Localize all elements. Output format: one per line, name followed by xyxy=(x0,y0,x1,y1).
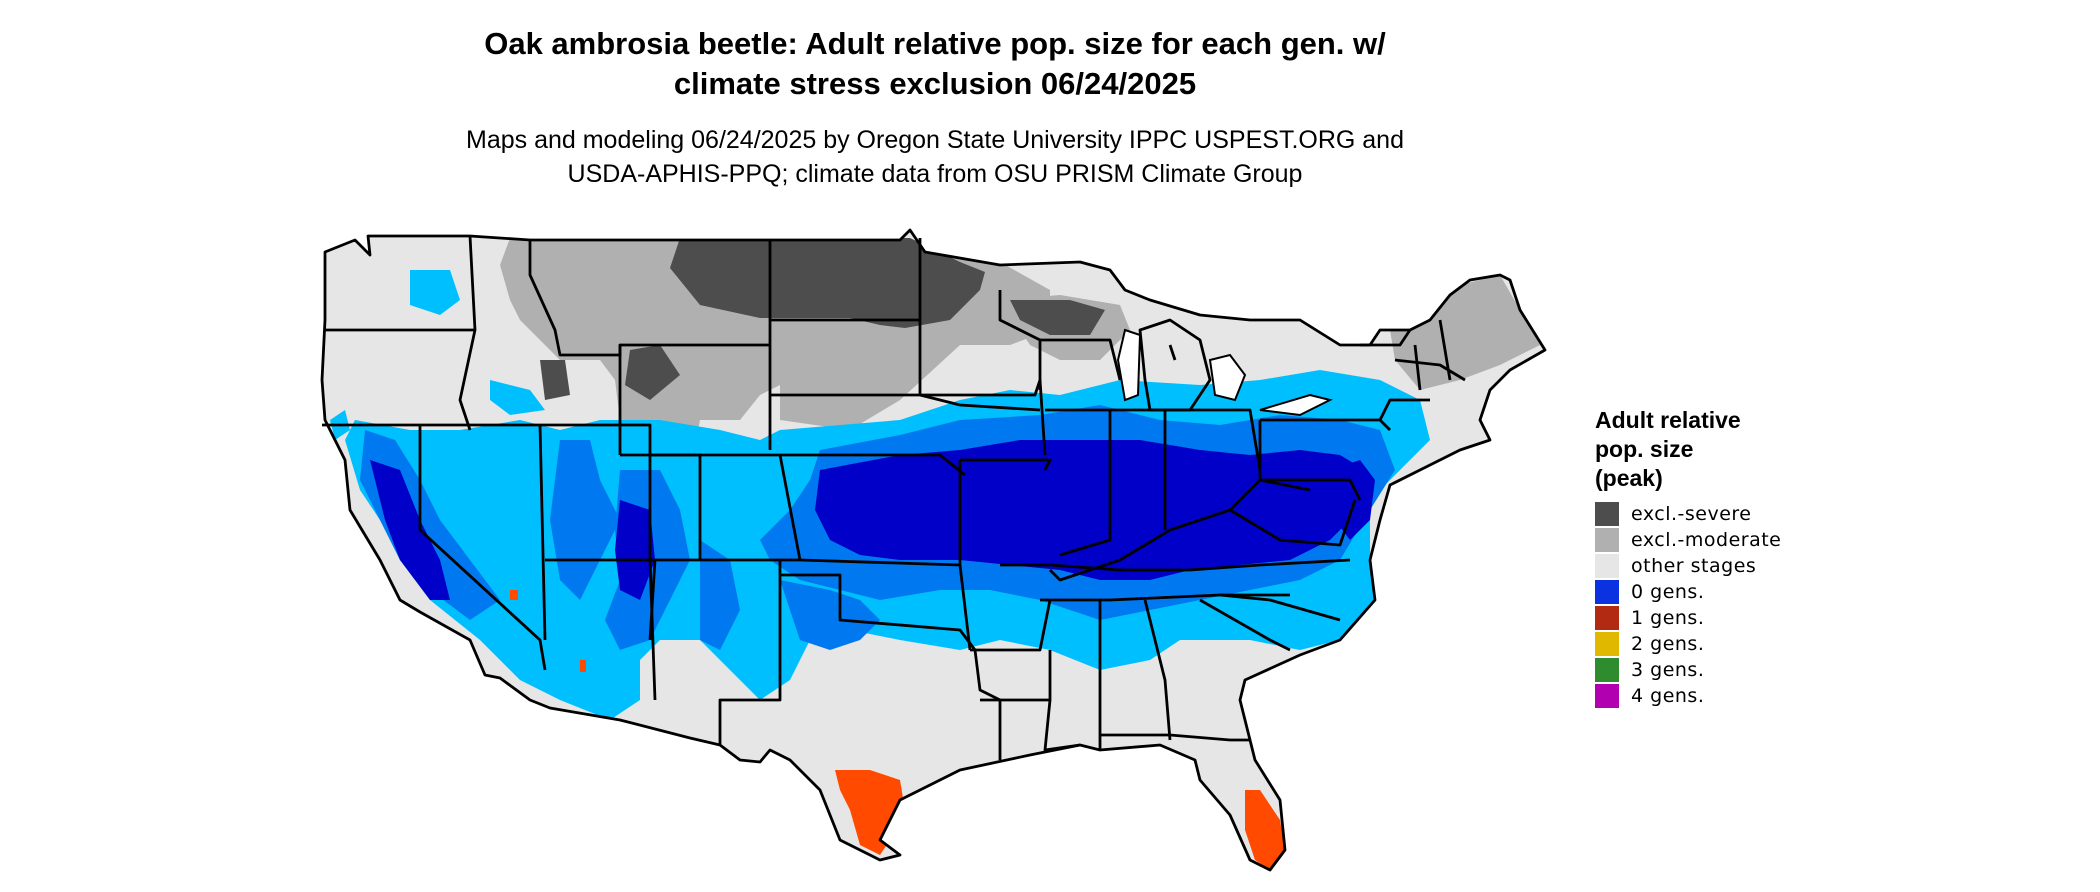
legend-swatch xyxy=(1595,554,1619,578)
legend-swatch xyxy=(1595,632,1619,656)
border-louisiana-mississippi xyxy=(1043,699,1081,752)
legend-label: 4 gens. xyxy=(1631,685,1705,707)
border-new-hampshire-maine xyxy=(1438,319,1452,381)
excl-severe-region-north-dakota-minnesota xyxy=(670,238,985,328)
border-iowa-missouri xyxy=(960,458,1052,471)
border-iowa xyxy=(920,378,1047,456)
border-tennessee-south xyxy=(1040,593,1290,602)
legend-label: excl.-severe xyxy=(1631,503,1752,525)
border-vermont-new-hampshire xyxy=(1413,344,1422,391)
legend-label: excl.-moderate xyxy=(1631,529,1782,551)
orange-red-region-southern-california xyxy=(510,590,518,600)
border-arizona-new-mexico xyxy=(648,559,657,641)
deep-blue-region-central xyxy=(815,440,1365,580)
border-illinois-indiana xyxy=(1059,410,1112,557)
border-new-york-north xyxy=(1360,329,1412,347)
legend-item-0-gens: 0 gens. xyxy=(1595,579,1855,605)
medium-blue-region-new-mexico xyxy=(700,540,740,650)
great-lakes xyxy=(1116,328,1333,417)
border-arizona xyxy=(545,558,657,701)
light-blue-region-idaho xyxy=(490,380,545,415)
border-arkansas xyxy=(970,599,1052,652)
border-kansas-missouri xyxy=(958,460,972,651)
light-blue-region-washington xyxy=(410,270,460,315)
border-new-york-new-england xyxy=(1394,358,1466,382)
border-california-nevada xyxy=(418,425,547,671)
border-georgia-south-carolina xyxy=(1199,598,1291,652)
excl-severe-region-wyoming xyxy=(625,345,680,400)
legend-swatch xyxy=(1595,528,1619,552)
legend-label: 1 gens. xyxy=(1631,607,1705,629)
border-kansas-oklahoma xyxy=(799,558,961,567)
border-north-carolina-south-carolina xyxy=(1219,593,1341,622)
legend-item-2-gens: 2 gens. xyxy=(1595,631,1855,657)
deep-blue-region-california xyxy=(370,460,450,600)
michigan-detail xyxy=(1168,344,1177,361)
legend-item-4-gens: 4 gens. xyxy=(1595,683,1855,709)
legend-title-line-1: Adult relative xyxy=(1595,407,1741,433)
border-new-york-connecticut xyxy=(1378,398,1430,421)
map-subtitle: Maps and modeling 06/24/2025 by Oregon S… xyxy=(0,123,1870,191)
legend-swatch xyxy=(1595,580,1619,604)
orange-red-region-south-florida xyxy=(1245,790,1285,870)
state-borders xyxy=(320,228,1547,872)
title-line-2: climate stress exclusion 06/24/2025 xyxy=(673,66,1197,101)
michigan-lower-peninsula xyxy=(1138,318,1212,412)
border-west-virginia-virginia xyxy=(1229,499,1357,547)
lake-erie xyxy=(1259,393,1333,417)
border-colorado-kansas xyxy=(778,454,802,561)
legend-item-other-stages: other stages xyxy=(1595,553,1855,579)
legend-label: 0 gens. xyxy=(1631,581,1705,603)
orange-red-region-arizona xyxy=(580,660,586,672)
legend-title-line-2: pop. size xyxy=(1595,436,1694,462)
legend-title: Adult relative pop. size (peak) xyxy=(1595,406,1855,493)
border-new-mexico-texas xyxy=(718,560,782,745)
legend-item-excl-moderate: excl.-moderate xyxy=(1595,527,1855,553)
border-florida-north xyxy=(1100,733,1250,742)
border-south-dakota-nebraska xyxy=(770,393,1041,412)
legend-swatch xyxy=(1595,606,1619,630)
border-washington-idaho xyxy=(458,235,477,431)
map-legend: Adult relative pop. size (peak) excl.-se… xyxy=(1595,406,1855,709)
us-map-svg xyxy=(320,228,1547,872)
border-tennessee-north xyxy=(1000,558,1351,572)
lake-michigan xyxy=(1116,328,1142,402)
legend-title-line-3: (peak) xyxy=(1595,465,1663,491)
lake-huron xyxy=(1208,353,1247,402)
map-title: Oak ambrosia beetle: Adult relative pop.… xyxy=(0,24,1870,104)
legend-swatch xyxy=(1595,684,1619,708)
excl-severe-region-idaho xyxy=(540,360,570,400)
excl-severe-region-wisconsin xyxy=(1010,300,1105,335)
legend-label: 3 gens. xyxy=(1631,659,1705,681)
medium-blue-region-texas-panhandle xyxy=(780,580,880,650)
border-minnesota-wisconsin xyxy=(998,290,1042,390)
subtitle-line-2: USDA-APHIS-PPQ; climate data from OSU PR… xyxy=(567,160,1303,188)
excl-moderate-region-northeast xyxy=(1390,275,1540,390)
deep-blue-region-arizona xyxy=(615,500,655,600)
legend-swatch xyxy=(1595,658,1619,682)
border-alabama-georgia xyxy=(1143,599,1172,741)
us-outline xyxy=(320,228,1547,872)
legend-label: 2 gens. xyxy=(1631,633,1705,655)
title-line-1: Oak ambrosia beetle: Adult relative pop.… xyxy=(484,26,1386,61)
us-map xyxy=(300,222,1570,892)
border-nebraska-kansas xyxy=(780,453,966,477)
border-nevada-utah xyxy=(538,424,547,641)
map-fill-layers xyxy=(322,230,1545,870)
subtitle-line-1: Maps and modeling 06/24/2025 by Oregon S… xyxy=(466,126,1404,154)
border-pennsylvania-maryland xyxy=(1260,478,1362,501)
legend-item-excl-severe: excl.-severe xyxy=(1595,501,1855,527)
legend-item-1-gens: 1 gens. xyxy=(1595,605,1855,631)
border-wisconsin-michigan xyxy=(1040,338,1122,381)
legend-item-3-gens: 3 gens. xyxy=(1595,657,1855,683)
legend-swatch xyxy=(1595,502,1619,526)
legend-label: other stages xyxy=(1631,555,1757,577)
